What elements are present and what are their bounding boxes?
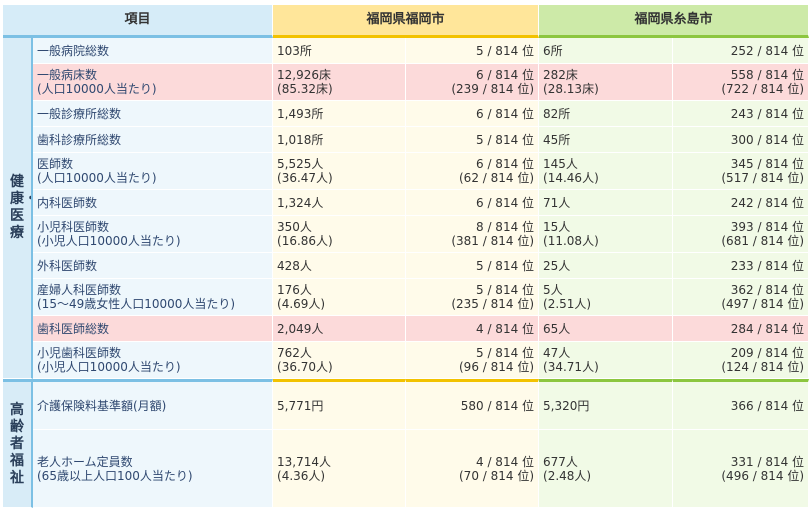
- fukuoka-rank: 4 / 814 位 (70 / 814 位): [406, 430, 540, 508]
- table-row: 一般病床数 (人口10000人当たり) 12,926床 (85.32床) 6 / 8…: [3, 64, 810, 101]
- fukuoka-value: 350人 (16.86人): [273, 216, 407, 253]
- itoshima-value: 47人 (34.71人): [539, 342, 674, 379]
- table-row: 高齢者福祉 介護保険料基準額(月額) 5,771円 580 / 814 位 5,…: [3, 379, 810, 508]
- table-row: 小児歯科医師数 (小児人口10000人当たり) 762人 (36.70人) 5 / …: [3, 342, 810, 379]
- fukuoka-value: 1,493所: [273, 101, 407, 127]
- city-comparison-table: 項目 福岡県福岡市 福岡県糸島市 健康・医療 一般病院総数 103所 5 / 8…: [3, 5, 810, 508]
- itoshima-value: 145人 (14.46人): [539, 153, 674, 190]
- itoshima-rank: 242 / 814 位: [673, 190, 810, 216]
- itoshima-rank: 284 / 814 位: [673, 316, 810, 342]
- fukuoka-value: 12,926床 (85.32床): [273, 64, 407, 101]
- itoshima-rank: 233 / 814 位: [673, 253, 810, 279]
- itoshima-value: 5人 (2.51人): [539, 279, 674, 316]
- fukuoka-rank: 6 / 814 位: [406, 101, 540, 127]
- fukuoka-value: 5,771円: [273, 379, 407, 430]
- fukuoka-value: 2,049人: [273, 316, 407, 342]
- row-label: 一般病床数 (人口10000人当たり): [33, 64, 274, 101]
- header-item: 項目: [3, 5, 274, 38]
- itoshima-rank: 345 / 814 位 (517 / 814 位): [673, 153, 810, 190]
- row-label: 小児科医師数 (小児人口10000人当たり): [33, 216, 274, 253]
- row-label: 一般病院総数: [33, 38, 274, 64]
- fukuoka-rank: 5 / 814 位: [406, 127, 540, 153]
- table-row: 外科医師数 428人 5 / 814 位 25人 233 / 814 位: [3, 253, 810, 279]
- table-row: 一般診療所総数 1,493所 6 / 814 位 82所 243 / 814 位: [3, 101, 810, 127]
- row-label: 産婦人科医師数 (15～49歳女性人口10000人当たり): [33, 279, 274, 316]
- category-elderly-label: 高齢者福祉: [10, 402, 24, 486]
- fukuoka-value: 762人 (36.70人): [273, 342, 407, 379]
- row-label: 介護保険料基準額(月額): [33, 379, 274, 430]
- itoshima-value: 45所: [539, 127, 674, 153]
- itoshima-value: 71人: [539, 190, 674, 216]
- itoshima-value: 677人 (2.48人): [539, 430, 674, 508]
- itoshima-rank: 243 / 814 位: [673, 101, 810, 127]
- fukuoka-value: 13,714人 (4.36人): [273, 430, 407, 508]
- category-health-label: 健康・医療: [10, 174, 31, 241]
- itoshima-value: 6所: [539, 38, 674, 64]
- row-label: 医師数 (人口10000人当たり): [33, 153, 274, 190]
- fukuoka-rank: 8 / 814 位 (381 / 814 位): [406, 216, 540, 253]
- fukuoka-value: 1,324人: [273, 190, 407, 216]
- table-row: 歯科医師総数 2,049人 4 / 814 位 65人 284 / 814 位: [3, 316, 810, 342]
- itoshima-value: 282床 (28.13床): [539, 64, 674, 101]
- fukuoka-rank: 5 / 814 位: [406, 253, 540, 279]
- row-label: 小児歯科医師数 (小児人口10000人当たり): [33, 342, 274, 379]
- itoshima-value: 65人: [539, 316, 674, 342]
- row-label: 老人ホーム定員数 (65歳以上人口100人当たり): [33, 430, 274, 508]
- row-label: 外科医師数: [33, 253, 274, 279]
- header-city-fukuoka: 福岡県福岡市: [273, 5, 540, 38]
- category-health: 健康・医療: [3, 38, 33, 379]
- fukuoka-rank: 6 / 814 位 (239 / 814 位): [406, 64, 540, 101]
- header-city-itoshima: 福岡県糸島市: [539, 5, 810, 38]
- table-row: 老人ホーム定員数 (65歳以上人口100人当たり) 13,714人 (4.36人) …: [3, 430, 810, 508]
- table-row: 医師数 (人口10000人当たり) 5,525人 (36.47人) 6 / 814 …: [3, 153, 810, 190]
- itoshima-value: 5,320円: [539, 379, 674, 430]
- row-label: 歯科診療所総数: [33, 127, 274, 153]
- itoshima-rank: 209 / 814 位 (124 / 814 位): [673, 342, 810, 379]
- fukuoka-rank: 580 / 814 位: [406, 379, 540, 430]
- fukuoka-rank: 5 / 814 位: [406, 38, 540, 64]
- itoshima-rank: 331 / 814 位 (496 / 814 位): [673, 430, 810, 508]
- row-label: 歯科医師総数: [33, 316, 274, 342]
- fukuoka-rank: 5 / 814 位 (96 / 814 位): [406, 342, 540, 379]
- category-elderly: 高齢者福祉: [3, 379, 33, 508]
- table-row: 歯科診療所総数 1,018所 5 / 814 位 45所 300 / 814 位: [3, 127, 810, 153]
- fukuoka-value: 103所: [273, 38, 407, 64]
- table-row: 健康・医療 一般病院総数 103所 5 / 814 位 6所 252 / 814…: [3, 38, 810, 379]
- fukuoka-rank: 6 / 814 位 (62 / 814 位): [406, 153, 540, 190]
- itoshima-value: 82所: [539, 101, 674, 127]
- fukuoka-value: 176人 (4.69人): [273, 279, 407, 316]
- fukuoka-value: 5,525人 (36.47人): [273, 153, 407, 190]
- itoshima-rank: 558 / 814 位 (722 / 814 位): [673, 64, 810, 101]
- fukuoka-rank: 4 / 814 位: [406, 316, 540, 342]
- table-row: 内科医師数 1,324人 6 / 814 位 71人 242 / 814 位: [3, 190, 810, 216]
- fukuoka-value: 1,018所: [273, 127, 407, 153]
- itoshima-rank: 366 / 814 位: [673, 379, 810, 430]
- fukuoka-rank: 6 / 814 位: [406, 190, 540, 216]
- itoshima-rank: 300 / 814 位: [673, 127, 810, 153]
- table-row: 小児科医師数 (小児人口10000人当たり) 350人 (16.86人) 8 / 8…: [3, 216, 810, 253]
- itoshima-rank: 252 / 814 位: [673, 38, 810, 64]
- table-header-row: 項目 福岡県福岡市 福岡県糸島市: [3, 5, 810, 38]
- row-label: 一般診療所総数: [33, 101, 274, 127]
- row-label: 内科医師数: [33, 190, 274, 216]
- fukuoka-value: 428人: [273, 253, 407, 279]
- fukuoka-rank: 5 / 814 位 (235 / 814 位): [406, 279, 540, 316]
- itoshima-rank: 393 / 814 位 (681 / 814 位): [673, 216, 810, 253]
- itoshima-value: 15人 (11.08人): [539, 216, 674, 253]
- itoshima-rank: 362 / 814 位 (497 / 814 位): [673, 279, 810, 316]
- table-row: 産婦人科医師数 (15～49歳女性人口10000人当たり) 176人 (4.69人)…: [3, 279, 810, 316]
- itoshima-value: 25人: [539, 253, 674, 279]
